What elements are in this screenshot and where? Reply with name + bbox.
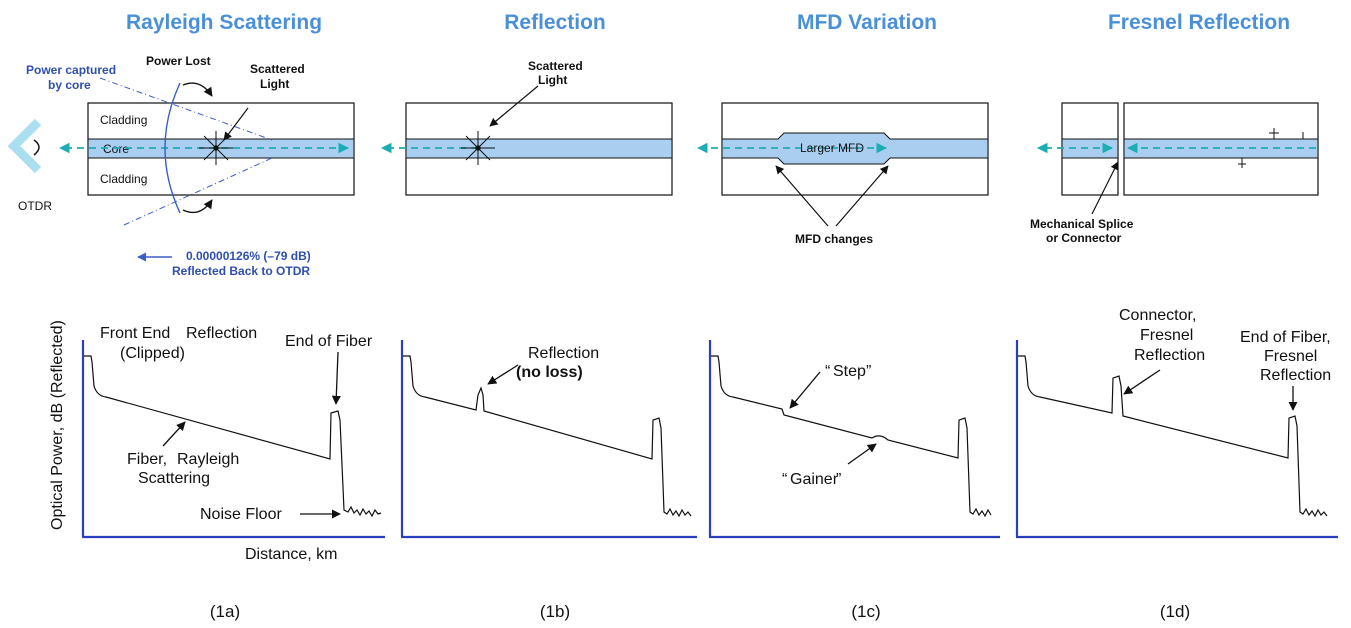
reflected-back-label-1: 0.00000126% (–79 dB) xyxy=(186,249,311,263)
mfd-change-pointer-right xyxy=(835,165,889,227)
power-lost-label: Power Lost xyxy=(146,54,211,68)
step-close-quote: ” xyxy=(866,363,871,380)
scatter-starburst xyxy=(199,131,233,165)
step-label: Step xyxy=(833,363,866,380)
panel-title-reflection: Reflection xyxy=(504,11,606,34)
trace-line-1c xyxy=(711,355,992,518)
y-axis-label: Optical Power, dB (Reflected) xyxy=(49,320,66,530)
caption-1a: (1a) xyxy=(210,602,240,621)
front-end-label: Front End xyxy=(100,325,170,342)
connector-reflection-label: Reflection xyxy=(1134,347,1205,364)
capture-cone-lower xyxy=(123,157,273,226)
panel-title-rayleigh: Rayleigh Scattering xyxy=(126,11,322,34)
panel-rayleigh: Rayleigh Scattering OTDR Cladding Core C… xyxy=(7,11,385,621)
gainer-close-quote: ” xyxy=(836,471,841,488)
no-loss-label: (no loss) xyxy=(516,364,583,381)
splice-label-1: Mechanical Splice xyxy=(1030,217,1134,231)
trace-line-1a xyxy=(84,355,382,518)
power-lost-arrow-down xyxy=(182,199,213,214)
front-end-reflection-label: Reflection xyxy=(186,325,257,342)
gainer-open-quote: “ xyxy=(782,471,787,488)
connector-pointer xyxy=(1123,369,1161,395)
fiber-long-core xyxy=(1123,138,1319,159)
noise-floor-label: Noise Floor xyxy=(200,506,282,523)
connector-fresnel-label: Fresnel xyxy=(1140,327,1193,344)
step-pointer xyxy=(789,371,821,409)
larger-mfd-label: Larger MFD xyxy=(800,141,864,155)
scattered-light-label-1: Scattered xyxy=(250,62,305,76)
fiber-core-1b xyxy=(405,138,673,159)
connector-label: Connector, xyxy=(1119,307,1196,324)
reflected-back-label-2: Reflected Back to OTDR xyxy=(172,264,310,278)
scattered-light-label-1b-2: Light xyxy=(538,73,567,87)
splice-label-2: or Connector xyxy=(1046,231,1122,245)
end-of-fiber-label: End of Fiber xyxy=(285,333,373,350)
gainer-pointer xyxy=(847,443,877,465)
mfd-changes-label: MFD changes xyxy=(795,232,873,246)
front-end-clipped-label: (Clipped) xyxy=(120,345,185,362)
capture-cone-upper xyxy=(99,77,273,141)
core-label: Core xyxy=(103,142,129,156)
scattered-light-label-1b-1: Scattered xyxy=(528,59,583,73)
panel-title-fresnel: Fresnel Reflection xyxy=(1108,11,1290,34)
step-open-quote: “ xyxy=(825,363,830,380)
panel-title-mfd: MFD Variation xyxy=(797,11,937,34)
x-axis-label: Distance, km xyxy=(245,546,337,563)
scattered-light-pointer-1b xyxy=(489,85,539,127)
fiber-label: Fiber, xyxy=(127,451,167,468)
trace-axes-1a xyxy=(81,340,385,539)
fiber-pointer xyxy=(162,421,186,447)
scattered-light-label-2: Light xyxy=(260,77,289,91)
scatter-arc xyxy=(164,82,181,214)
trace-axes-1c xyxy=(708,340,1000,539)
trace-axes-1b xyxy=(400,340,697,539)
power-captured-label-2: by core xyxy=(48,78,91,92)
scattered-light-pointer xyxy=(223,107,249,141)
caption-1d: (1d) xyxy=(1160,602,1190,621)
power-lost-arrow-up xyxy=(182,82,213,97)
cladding-bottom-label: Cladding xyxy=(100,172,147,186)
otdr-icon xyxy=(7,118,42,174)
trace-axes-1d xyxy=(1015,340,1338,539)
otdr-label: OTDR xyxy=(18,199,52,213)
power-captured-label-1: Power captured xyxy=(26,63,116,77)
panel-reflection: Reflection Scattered Light Reflection (n… xyxy=(380,11,697,621)
trace-line-1b xyxy=(403,355,692,518)
trace-line-1d xyxy=(1018,355,1328,518)
fresnel-scatter-marks xyxy=(1238,128,1304,168)
end-of-fiber-pointer xyxy=(331,351,341,405)
gainer-label: Gainer xyxy=(790,471,839,488)
cladding-top-label: Cladding xyxy=(100,113,147,127)
mfd-change-pointer-left xyxy=(775,165,829,227)
rayleigh-label: Rayleigh xyxy=(177,451,239,468)
splice-pointer xyxy=(1091,161,1119,215)
end-reflection-label: Reflection xyxy=(1260,367,1331,384)
end-fresnel-label: Fresnel xyxy=(1264,348,1317,365)
scatter-starburst-1b xyxy=(461,131,495,165)
panel-mfd: MFD Variation Larger MFD MFD changes “ S… xyxy=(696,11,1000,621)
caption-1b: (1b) xyxy=(540,602,570,621)
reflection-label: Reflection xyxy=(528,345,599,362)
reflection-pointer xyxy=(487,364,519,385)
scattering-label: Scattering xyxy=(138,470,210,487)
caption-1c: (1c) xyxy=(851,602,880,621)
end-of-fiber-label-1d: End of Fiber, xyxy=(1240,329,1331,346)
panel-fresnel: Fresnel Reflection Mechanical Splice or … xyxy=(1015,11,1338,621)
